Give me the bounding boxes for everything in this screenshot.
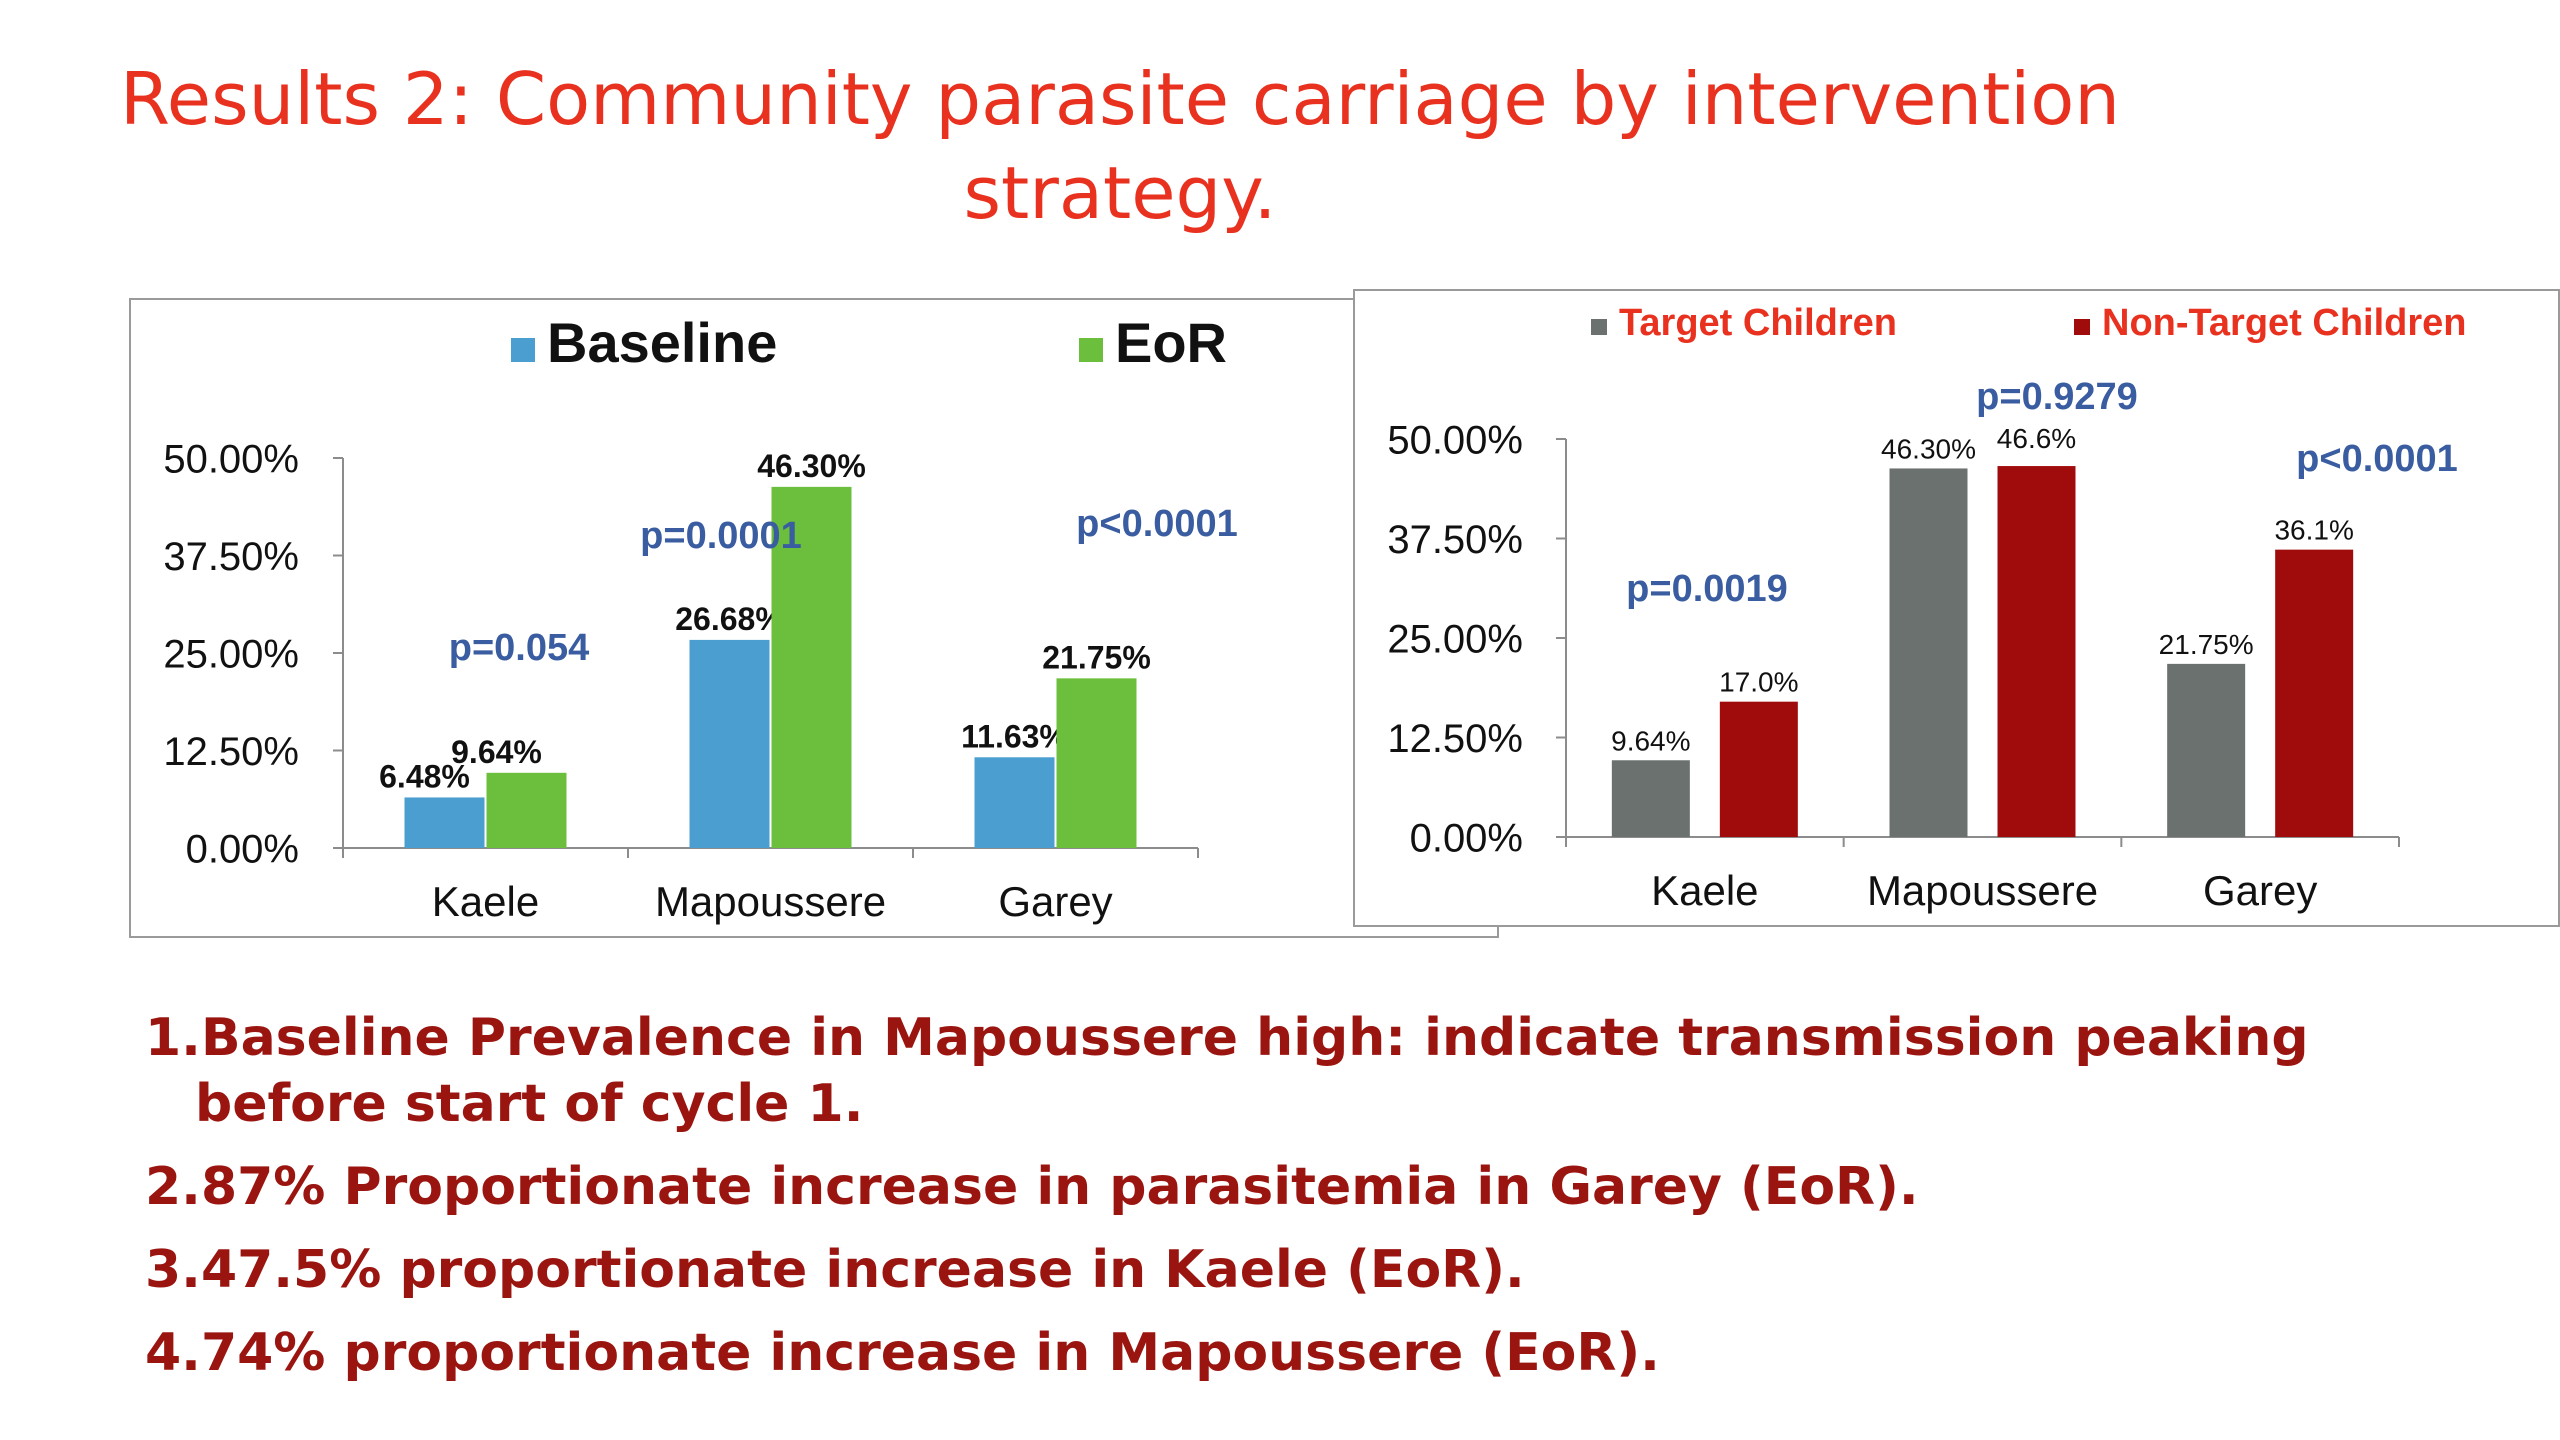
data-label: 11.63% [961, 718, 1068, 754]
legend-swatch [2074, 319, 2090, 335]
bar [1997, 466, 2076, 837]
x-category-label: Mapoussere [655, 878, 886, 925]
finding-number: 2. [145, 1157, 201, 1217]
legend-swatch [511, 338, 535, 362]
bar [1611, 760, 1690, 837]
legend-swatch [1079, 338, 1103, 362]
bar [1056, 678, 1137, 848]
slide-title-line-1: Results 2: Community parasite carriage b… [120, 57, 2120, 141]
p-value-annotation: p<0.0001 [1076, 503, 1238, 545]
data-label: 46.30% [757, 448, 866, 484]
bar [1889, 468, 1968, 837]
bar [689, 639, 770, 848]
slide-title-line-2: strategy. [963, 151, 1277, 235]
y-tick-label: 37.50% [163, 535, 299, 579]
chart-baseline-vs-eor: Baseline EoR 50.00% 37.50% 25.00% 12.50% 0.00%… [129, 298, 1499, 938]
p-value-annotation: p=0.0001 [640, 515, 802, 557]
data-label: 26.68% [675, 601, 784, 637]
x-category-label: Garey [2203, 867, 2317, 914]
bar [974, 757, 1055, 848]
p-value-annotation: p=0.9279 [1976, 376, 2138, 418]
data-label: 46.30% [1881, 433, 1976, 464]
data-label: 36.1% [2274, 515, 2353, 546]
data-label: 21.75% [2159, 629, 2254, 660]
finding-text: 47.5% proportionate increase in Kaele (E… [200, 1240, 1525, 1300]
bar [2275, 549, 2354, 837]
finding-item: 1.Baseline Prevalence in Mapoussere high… [145, 1005, 2445, 1137]
legend-label: Target Children [1619, 302, 1897, 344]
y-tick-label: 0.00% [186, 827, 299, 871]
y-tick-label: 12.50% [1387, 717, 1523, 761]
chart-baseline-vs-eor-svg: Baseline EoR 50.00% 37.50% 25.00% 12.50% 0.00%… [163, 311, 1238, 925]
finding-number: 4. [145, 1323, 201, 1383]
bar [1719, 701, 1798, 837]
p-value-annotation: p=0.054 [449, 627, 590, 669]
p-value-annotation: p<0.0001 [2296, 438, 2458, 480]
p-value-annotation: p=0.0019 [1626, 568, 1788, 610]
finding-item: 2.87% Proportionate increase in parasite… [145, 1154, 2445, 1220]
legend-label: Non-Target Children [2102, 302, 2467, 344]
y-tick-label: 50.00% [1387, 418, 1523, 462]
data-label: 46.6% [1997, 423, 2076, 454]
findings-list: 1.Baseline Prevalence in Mapoussere high… [145, 1005, 2445, 1403]
finding-number: 1. [145, 1008, 201, 1068]
slide-title: Results 2: Community parasite carriage b… [0, 52, 2240, 240]
y-tick-label: 0.00% [1410, 816, 1523, 860]
bar [771, 486, 852, 848]
chart-target-vs-non-target: Target Children Non-Target Children 50.00%… [1353, 289, 2560, 927]
data-label: 9.64% [451, 734, 542, 770]
data-label: 6.48% [379, 758, 470, 794]
x-category-label: Mapoussere [1867, 867, 2098, 914]
legend-label: EoR [1115, 311, 1227, 374]
x-category-label: Garey [998, 878, 1112, 925]
y-tick-label: 25.00% [163, 632, 299, 676]
finding-number: 3. [145, 1240, 201, 1300]
x-category-label: Kaele [1651, 867, 1758, 914]
finding-item: 3.47.5% proportionate increase in Kaele … [145, 1237, 2445, 1303]
y-tick-label: 37.50% [1387, 518, 1523, 562]
y-tick-label: 12.50% [163, 730, 299, 774]
bar [2167, 663, 2246, 837]
legend-label: Baseline [547, 311, 777, 374]
bar [486, 772, 567, 848]
chart-target-vs-non-target-svg: Target Children Non-Target Children 50.00%… [1387, 302, 2467, 914]
y-tick-label: 25.00% [1387, 617, 1523, 661]
y-tick-label: 50.00% [163, 437, 299, 481]
data-label: 17.0% [1719, 667, 1798, 698]
finding-text: 74% proportionate increase in Mapoussere… [200, 1323, 1660, 1383]
bar [404, 797, 485, 848]
finding-text: Baseline Prevalence in Mapoussere high: … [195, 1008, 2309, 1134]
finding-text: 87% Proportionate increase in parasitemi… [200, 1157, 1919, 1217]
legend-swatch [1591, 319, 1607, 335]
data-label: 9.64% [1611, 725, 1690, 756]
data-label: 21.75% [1042, 639, 1151, 675]
finding-item: 4.74% proportionate increase in Mapousse… [145, 1320, 2445, 1386]
x-category-label: Kaele [432, 878, 539, 925]
